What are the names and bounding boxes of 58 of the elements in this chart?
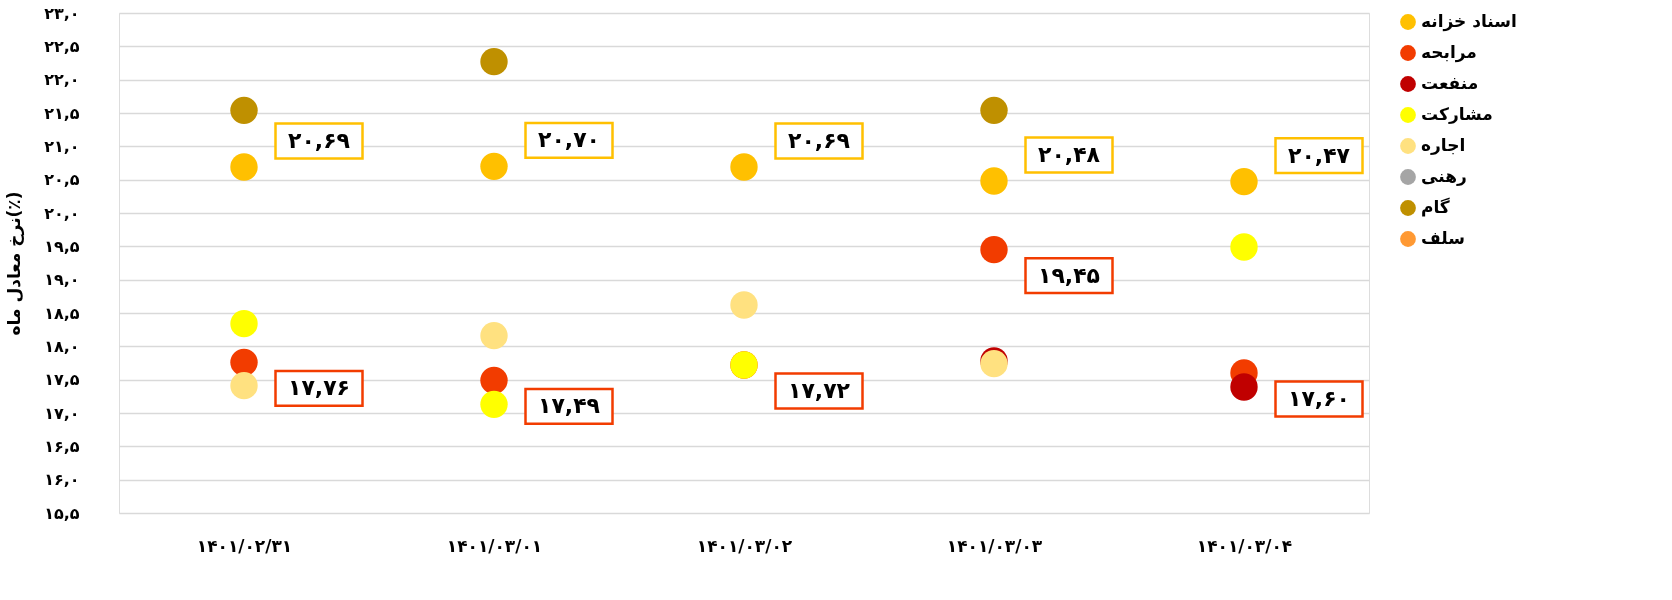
legend-label: مشارکت <box>1421 104 1493 124</box>
data-label: ۲۰,۷۰ <box>537 127 601 153</box>
point <box>480 366 508 394</box>
point <box>230 310 258 338</box>
legend-label: منفعت <box>1421 73 1479 93</box>
point <box>1230 233 1258 261</box>
point <box>980 167 1008 195</box>
x-tick-label: ۱۴۰۱/۰۳/۰۳ <box>946 535 1043 556</box>
data-label: ۱۷,۷۲ <box>787 378 851 403</box>
data-label: ۱۷,۷۶ <box>287 375 351 401</box>
y-tick-label: ۱۹,۰ <box>44 270 80 290</box>
x-tick-label: ۱۴۰۱/۰۳/۰۱ <box>446 535 543 556</box>
point <box>480 152 508 180</box>
legend-label: اجاره <box>1421 135 1466 155</box>
point <box>1230 373 1258 401</box>
point <box>480 390 508 418</box>
x-tick-label: ۱۴۰۱/۰۳/۰۲ <box>696 535 793 556</box>
point <box>480 322 508 350</box>
point <box>230 153 258 181</box>
y-tick-label: ۲۰,۰ <box>44 203 80 223</box>
y-tick-label: ۲۲,۵ <box>44 36 80 56</box>
data-label: ۱۷,۴۹ <box>537 393 601 419</box>
y-tick-label: ۲۱,۰ <box>44 136 80 156</box>
y-tick-label: ۱۶,۵ <box>44 436 80 456</box>
y-tick-label: ۱۶,۰ <box>44 470 80 490</box>
y-tick-label: ۲۲,۰ <box>44 70 80 90</box>
legend-label: سلف <box>1421 228 1465 248</box>
y-tick-label: ۱۹,۵ <box>44 236 80 256</box>
point <box>480 48 508 76</box>
data-label: ۲۰,۶۹ <box>287 128 351 153</box>
y-tick-label: ۲۳,۰ <box>44 3 80 23</box>
x-tick-label: ۱۴۰۱/۰۲/۳۱ <box>196 535 293 556</box>
point <box>980 96 1008 124</box>
legend-label: گام <box>1421 197 1450 217</box>
point <box>230 96 258 124</box>
data-label: ۱۷,۶۰ <box>1287 386 1351 411</box>
y-tick-label: ۱۷,۵ <box>44 370 80 390</box>
point <box>230 348 258 376</box>
y-tick-label: ۱۷,۰ <box>44 403 80 423</box>
y-tick-label: ۲۰,۵ <box>44 170 80 190</box>
point <box>980 236 1008 264</box>
y-tick-label: ۱۵,۵ <box>44 503 80 523</box>
data-label: ۲۰,۴۷ <box>1287 142 1351 168</box>
legend-label: اسناد خزانه <box>1421 11 1517 32</box>
y-tick-label: ۱۸,۵ <box>44 303 80 323</box>
y-tick-label: ۱۸,۰ <box>44 336 80 356</box>
data-label: ۱۹,۴۵ <box>1037 262 1101 288</box>
point <box>730 153 758 181</box>
point <box>730 291 758 319</box>
x-tick-label: ۱۴۰۱/۰۳/۰۴ <box>1196 535 1293 556</box>
data-label: ۲۰,۴۸ <box>1037 142 1101 167</box>
point <box>230 372 258 400</box>
point <box>1230 168 1258 196</box>
legend-label: رهنی <box>1421 166 1467 186</box>
y-tick-label: ۲۱,۵ <box>44 103 80 123</box>
y-axis-title: نرخ معادل ماه(٪) <box>4 191 26 336</box>
legend-label: مرابحه <box>1421 42 1477 63</box>
data-label: ۲۰,۶۹ <box>787 128 851 153</box>
